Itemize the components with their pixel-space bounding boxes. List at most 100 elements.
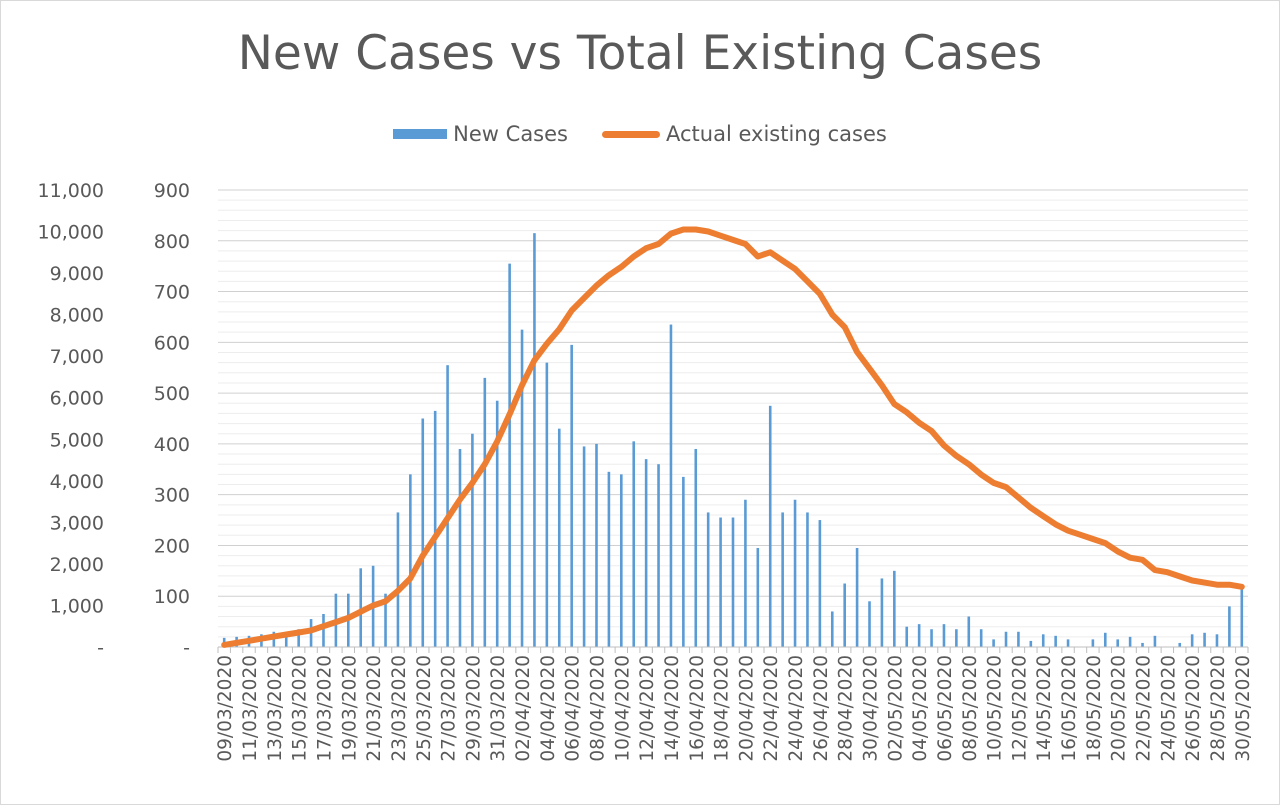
bar-new-cases [868,601,871,647]
legend-label-new-cases: New Cases [453,122,568,146]
bar-new-cases [731,517,735,647]
x-tick-label: 09/03/2020 [215,655,236,762]
bar-new-cases [1017,631,1020,647]
y-right-tick-label: 900 [154,180,190,202]
bar-new-cases [396,512,400,647]
bar-new-cases [458,448,462,647]
bar-new-cases [855,547,859,647]
bar-new-cases [1203,632,1206,647]
x-tick-label: 19/03/2020 [339,655,360,762]
bar-new-cases [768,405,772,647]
y-right-tick-label: 200 [154,535,190,557]
bar-new-cases [570,344,573,647]
bar-new-cases [421,418,425,647]
bar-new-cases [1066,639,1070,647]
x-tick-label: 31/03/2020 [488,655,509,762]
bar-new-cases [930,629,933,647]
y-right-tick-label: 100 [154,586,190,608]
x-tick-label: 12/04/2020 [637,655,658,762]
y-left-tick-label: 11,000 [38,180,104,202]
bar-new-cases [1178,642,1182,647]
bar-new-cases [582,446,586,647]
x-tick-label: 08/05/2020 [960,655,981,762]
x-tick-label: 02/04/2020 [513,655,534,762]
y-left-tick-label: 10,000 [38,222,104,244]
bar-new-cases [607,471,611,647]
legend-swatch-existing-cases [602,130,660,138]
x-tick-label: 25/03/2020 [414,655,435,762]
bar-new-cases [533,233,536,647]
x-tick-label: 14/04/2020 [662,655,683,762]
bar-new-cases [955,629,958,647]
bar-new-cases [409,474,412,647]
bar-new-cases [917,624,921,647]
y-left-tick-label: 2,000 [50,554,104,576]
bar-new-cases [1141,642,1144,647]
y-left-tick-label: - [97,637,104,659]
bar-new-cases [1240,586,1244,647]
x-tick-label: 28/04/2020 [836,655,857,762]
x-tick-label: 15/03/2020 [290,655,311,762]
bar-new-cases [644,459,648,647]
y-left-tick-label: 9,000 [50,263,104,285]
x-tick-label: 28/05/2020 [1208,655,1229,762]
x-tick-label: 10/04/2020 [612,655,633,762]
x-tick-label: 18/05/2020 [1084,655,1105,762]
line-existing-cases [221,226,1245,648]
bar-new-cases [384,593,387,647]
y-left-tick-label: 3,000 [50,512,104,534]
bar-new-cases [657,464,660,647]
bar-new-cases [1103,632,1107,647]
bar-new-cases [471,433,474,647]
x-tick-label: 17/03/2020 [315,655,336,762]
y-right-tick-label: 700 [154,282,190,304]
y-right-tick-label: 400 [154,434,190,456]
bar-new-cases [1215,634,1219,647]
bar-new-cases [1128,636,1132,647]
x-tick-label: 30/05/2020 [1233,655,1254,762]
x-tick-label: 29/03/2020 [463,655,484,762]
bar-new-cases [1091,639,1095,647]
bar-new-cases [682,476,685,647]
bar-new-cases [905,626,909,647]
bar-new-cases [806,512,809,647]
bar-new-cases [756,547,760,647]
bar-new-cases [992,639,995,647]
bar-new-cases [557,428,561,647]
y-left-tick-label: 5,000 [50,429,104,451]
bar-new-cases [669,324,673,647]
legend-swatch-new-cases [393,129,448,139]
legend: New Cases Actual existing cases [0,120,1280,148]
bar-new-cases [706,512,710,647]
bar-new-cases [1004,631,1008,647]
x-tick-label: 21/03/2020 [364,655,385,762]
y-right-tick-label: 500 [154,383,190,405]
y-right-tick-label: 600 [154,332,190,354]
bar-new-cases [1041,634,1045,647]
x-tick-label: 08/04/2020 [588,655,609,762]
x-tick-label: 06/05/2020 [935,655,956,762]
bar-new-cases [843,583,846,647]
bar-new-cases [793,499,797,647]
y-right-tick-label: 300 [154,485,190,507]
bar-new-cases [1228,606,1231,647]
x-tick-label: 16/05/2020 [1059,655,1080,762]
x-tick-label: 04/04/2020 [538,655,559,762]
bar-new-cases [632,441,636,647]
bar-new-cases [297,629,300,647]
legend-item-new-cases: New Cases [393,122,568,146]
bar-new-cases [781,512,784,647]
x-tick-label: 14/05/2020 [1034,655,1055,762]
x-tick-label: 06/04/2020 [563,655,584,762]
x-tick-label: 26/05/2020 [1183,655,1204,762]
legend-item-existing-cases: Actual existing cases [602,122,887,146]
x-tick-label: 16/04/2020 [687,655,708,762]
y-right-tick-label: - [183,637,190,659]
bar-new-cases [508,263,511,647]
bar-new-cases [830,611,834,647]
bar-new-cases [893,570,896,647]
y-left-tick-label: 7,000 [50,346,104,368]
legend-label-existing-cases: Actual existing cases [666,122,887,146]
y-left-tick-label: 8,000 [50,305,104,327]
x-tick-label: 18/04/2020 [712,655,733,762]
